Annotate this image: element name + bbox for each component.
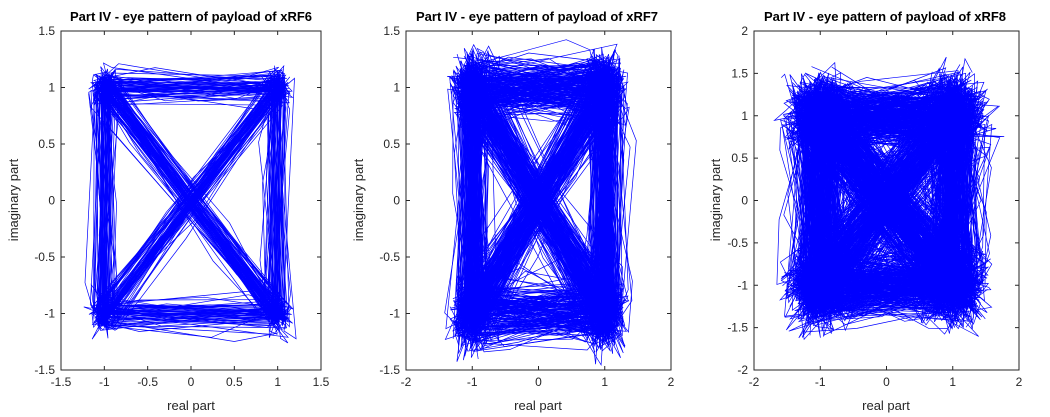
eye-trace bbox=[805, 103, 989, 322]
y-tick-label: 1.5 bbox=[38, 24, 55, 38]
eye-trace bbox=[93, 92, 282, 325]
eye-trace bbox=[801, 95, 961, 299]
y-tick-label: 1 bbox=[393, 81, 400, 95]
eye-trace bbox=[457, 79, 624, 332]
x-tick-label: -2 bbox=[749, 375, 760, 389]
chart-title: Part IV - eye pattern of payload of xRF6 bbox=[70, 9, 312, 24]
axis-ticks: -2 -1 0 1 2 -1.5 -1 -0.5 0 0.5 1 1.5 bbox=[379, 24, 674, 389]
y-tick-label: 1.5 bbox=[731, 66, 748, 80]
chart-panel-xrf6: Part IV - eye pattern of payload of xRF6… bbox=[6, 9, 330, 413]
axis-ticks: -2 -1 0 1 2 -2 -1.5 -1 -0.5 0 0.5 1 1.5 2 bbox=[727, 24, 1022, 389]
eye-trace bbox=[805, 96, 969, 290]
y-tick-label: -1 bbox=[44, 307, 55, 321]
y-tick-label: -0.5 bbox=[34, 250, 55, 264]
axis-ticks: -1.5 -1 -0.5 0 0.5 1 1.5 -1.5 -1 -0.5 0 0.5 1 1.5 bbox=[34, 24, 329, 389]
eye-trace bbox=[461, 75, 621, 331]
y-tick-label: -1.5 bbox=[34, 363, 55, 377]
eye-trace bbox=[807, 101, 973, 298]
y-tick-label: -1 bbox=[737, 278, 748, 292]
eye-trace bbox=[93, 84, 283, 317]
y-tick-label: -1.5 bbox=[727, 321, 748, 335]
x-tick-label: 1 bbox=[601, 375, 608, 389]
y-tick-label: 0.5 bbox=[731, 151, 748, 165]
x-tick-label: -1 bbox=[467, 375, 478, 389]
x-tick-label: 1 bbox=[274, 375, 281, 389]
x-tick-label: 0.5 bbox=[226, 375, 243, 389]
chart-title: Part IV - eye pattern of payload of xRF8 bbox=[764, 9, 1006, 24]
y-tick-label: 0.5 bbox=[383, 137, 400, 151]
y-tick-label: -0.5 bbox=[379, 250, 400, 264]
y-tick-label: 0 bbox=[393, 194, 400, 208]
eye-trace bbox=[93, 74, 284, 323]
chart-panel-xrf8: Part IV - eye pattern of payload of xRF8… bbox=[708, 9, 1023, 413]
x-tick-label: 1.5 bbox=[313, 375, 330, 389]
eye-trace bbox=[794, 90, 967, 293]
eye-trace bbox=[92, 78, 278, 323]
x-tick-label: 1 bbox=[949, 375, 956, 389]
eye-trace bbox=[98, 73, 281, 322]
x-tick-label: 0 bbox=[883, 375, 890, 389]
eye-trace bbox=[789, 99, 965, 292]
eye-trace bbox=[790, 100, 962, 295]
eye-trace-group bbox=[444, 39, 637, 367]
y-axis-label: imaginary part bbox=[6, 158, 21, 241]
eye-trace-group bbox=[83, 62, 297, 344]
eye-trace bbox=[801, 95, 993, 305]
eye-trace bbox=[784, 101, 974, 318]
y-axis-label: imaginary part bbox=[708, 158, 723, 241]
eye-trace bbox=[458, 55, 608, 323]
y-tick-label: -1 bbox=[389, 307, 400, 321]
eye-trace bbox=[457, 67, 625, 324]
x-axis-label: real part bbox=[514, 398, 562, 413]
eye-trace bbox=[811, 66, 972, 323]
y-tick-label: 1 bbox=[741, 109, 748, 123]
eye-trace bbox=[786, 92, 1001, 304]
y-tick-label: 2 bbox=[741, 24, 748, 38]
eye-trace bbox=[788, 95, 976, 318]
eye-trace bbox=[460, 48, 624, 330]
eye-trace bbox=[102, 85, 281, 339]
eye-trace bbox=[95, 69, 287, 326]
eye-trace bbox=[101, 70, 282, 321]
y-tick-label: 0 bbox=[48, 194, 55, 208]
eye-trace-group bbox=[773, 56, 1005, 341]
x-tick-label: -1 bbox=[99, 375, 110, 389]
chart-title: Part IV - eye pattern of payload of xRF7 bbox=[416, 9, 658, 24]
x-axis-label: real part bbox=[167, 398, 215, 413]
x-tick-label: 2 bbox=[1016, 375, 1023, 389]
x-tick-label: -2 bbox=[401, 375, 412, 389]
y-tick-label: 0.5 bbox=[38, 137, 55, 151]
y-tick-label: 0 bbox=[741, 194, 748, 208]
eye-trace bbox=[799, 94, 972, 316]
eye-trace bbox=[788, 100, 968, 326]
y-axis-label: imaginary part bbox=[351, 158, 366, 241]
eye-trace bbox=[453, 69, 626, 347]
eye-trace bbox=[464, 69, 622, 338]
eye-trace bbox=[773, 61, 959, 301]
y-tick-label: -0.5 bbox=[727, 236, 748, 250]
y-tick-label: -2 bbox=[737, 363, 748, 377]
x-tick-label: -1.5 bbox=[51, 375, 72, 389]
x-tick-label: 2 bbox=[668, 375, 675, 389]
x-tick-label: -0.5 bbox=[137, 375, 158, 389]
chart-panel-xrf7: Part IV - eye pattern of payload of xRF7… bbox=[351, 9, 675, 413]
x-tick-label: 0 bbox=[188, 375, 195, 389]
eye-trace bbox=[782, 72, 975, 287]
eye-trace bbox=[789, 95, 962, 291]
y-tick-label: -1.5 bbox=[379, 363, 400, 377]
x-tick-label: 0 bbox=[535, 375, 542, 389]
x-axis-label: real part bbox=[862, 398, 910, 413]
y-tick-label: 1 bbox=[48, 81, 55, 95]
x-tick-label: -1 bbox=[815, 375, 826, 389]
eye-trace bbox=[459, 55, 613, 331]
y-tick-label: 1.5 bbox=[383, 24, 400, 38]
